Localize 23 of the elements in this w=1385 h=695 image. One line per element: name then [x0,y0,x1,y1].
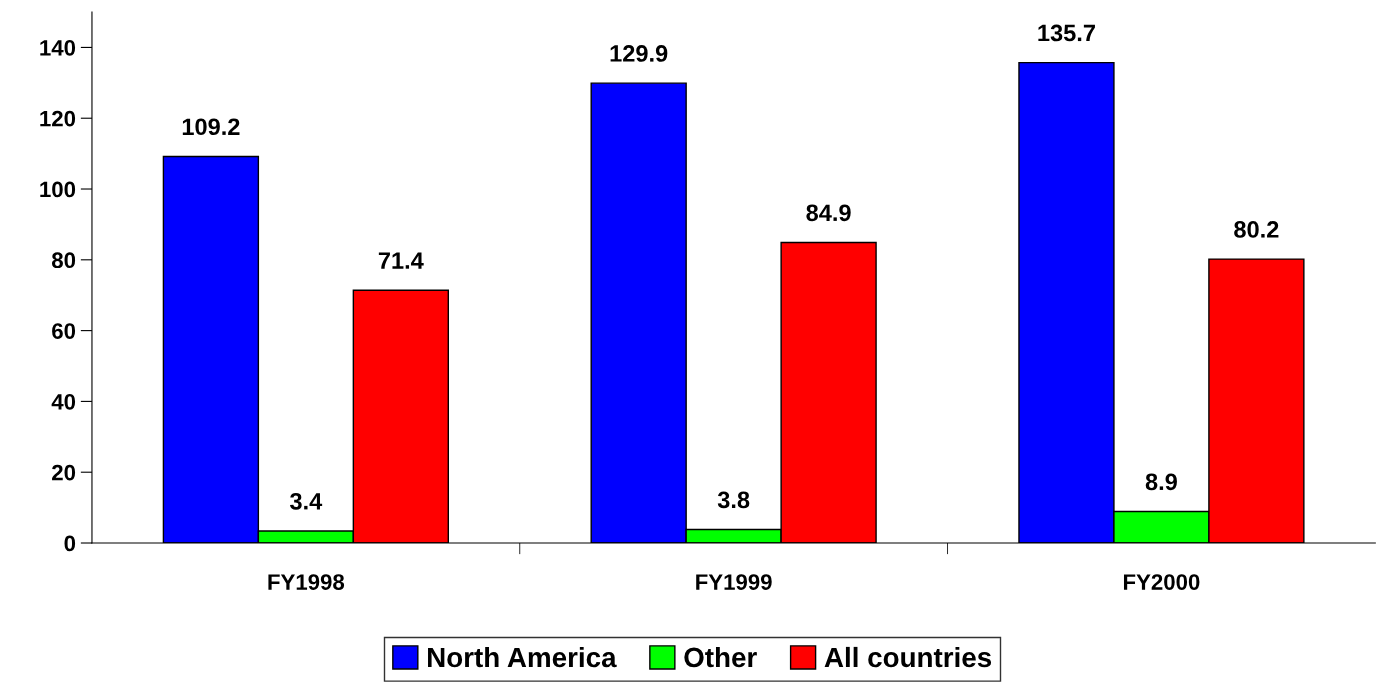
x-tick-label: FY1998 [268,574,345,590]
legend-label: All countries [824,646,992,668]
data-label: 3.4 [289,492,323,510]
data-label: 129.9 [610,45,668,62]
y-tick-label: 120 [40,110,76,127]
x-tick-label: FY2000 [1123,574,1200,590]
data-label: 3.8 [717,491,750,509]
data-label: 109.2 [182,118,240,136]
legend-label: North America [428,646,617,668]
y-tick-label: 0 [64,535,76,552]
data-label: 84.9 [806,204,851,222]
y-tick-label: 20 [52,464,76,481]
y-tick-label: 100 [40,181,76,198]
data-label: 135.7 [1038,24,1095,42]
data-label: 71.4 [378,252,424,269]
data-label: 8.9 [1145,473,1177,491]
data-label: 80.2 [1234,221,1279,238]
legend-label: Other [684,646,757,668]
y-tick-label: 80 [51,252,76,269]
x-tick-label: FY1999 [696,574,772,590]
y-tick-label: 60 [52,323,76,339]
y-tick-label: 40 [51,393,76,410]
y-tick-label: 140 [40,39,76,56]
